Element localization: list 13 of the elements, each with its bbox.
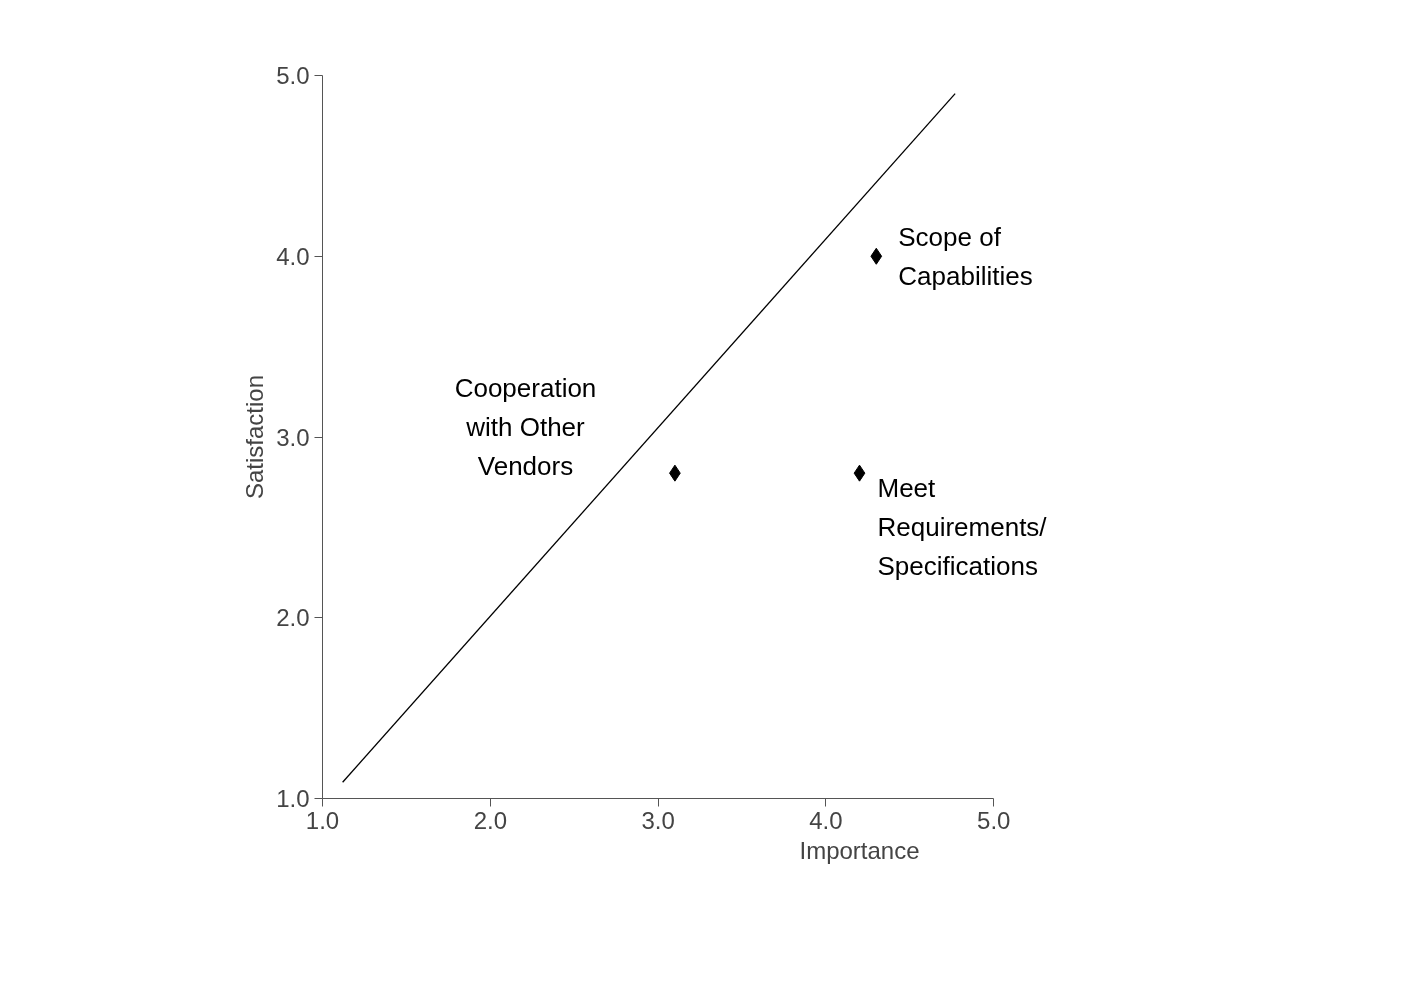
x-tick-label: 3.0 [641, 806, 675, 834]
y-tick-label: 3.0 [276, 423, 310, 451]
y-tick-label: 2.0 [276, 604, 310, 632]
annotation: Cooperation with Other Vendors [454, 372, 597, 481]
y-tick-label: 4.0 [276, 242, 310, 270]
x-tick-label: 4.0 [809, 806, 843, 834]
x-axis-title: Importance [799, 836, 920, 864]
y-axis-title: Satisfaction [241, 374, 269, 500]
annotation: Meet Requirements/ Specifications [877, 473, 1048, 582]
x-tick-label: 5.0 [977, 806, 1011, 834]
annotation: Scope of Capabilities [898, 221, 1033, 291]
x-tick-label: 2.0 [473, 806, 508, 834]
y-tick-label: 5.0 [276, 62, 310, 89]
